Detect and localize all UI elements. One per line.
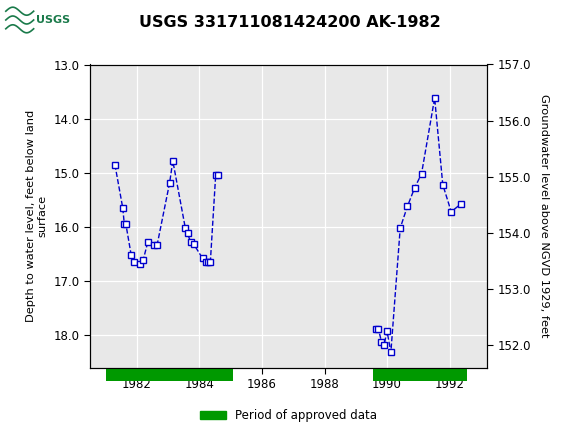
Y-axis label: Depth to water level, feet below land
surface: Depth to water level, feet below land su… <box>26 110 48 322</box>
Text: USGS 331711081424200 AK-1982: USGS 331711081424200 AK-1982 <box>139 15 441 30</box>
Text: USGS: USGS <box>36 15 70 25</box>
Y-axis label: Groundwater level above NGVD 1929, feet: Groundwater level above NGVD 1929, feet <box>539 94 549 338</box>
FancyBboxPatch shape <box>5 3 66 37</box>
Bar <box>373 368 467 381</box>
Legend: Period of approved data: Period of approved data <box>195 405 382 427</box>
Bar <box>106 368 233 381</box>
